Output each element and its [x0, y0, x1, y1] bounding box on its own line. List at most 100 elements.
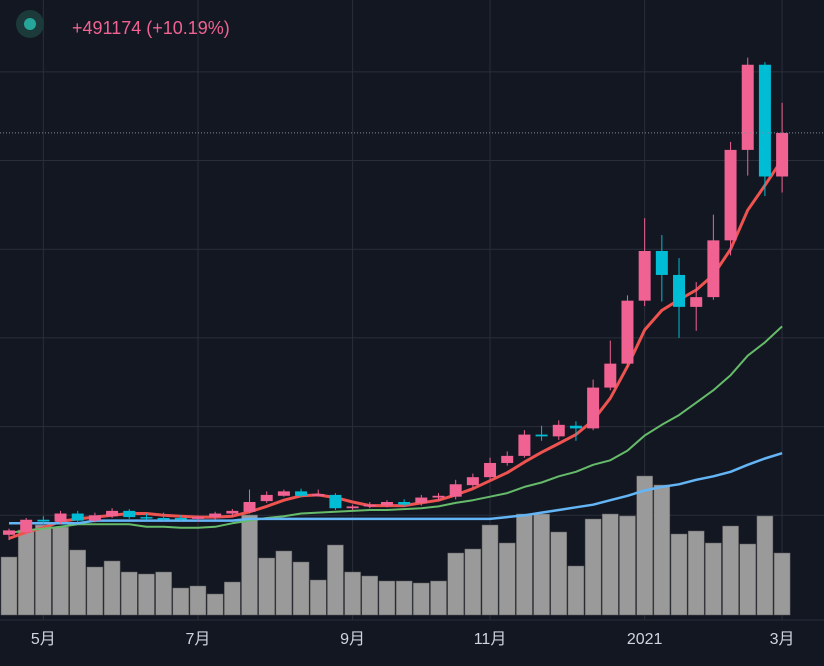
candle-body: [569, 425, 582, 429]
volume-bar: [550, 531, 568, 616]
candle-body: [54, 513, 67, 522]
candle-body: [20, 519, 33, 533]
ma-line: [8, 325, 783, 534]
candle-body: [380, 502, 393, 506]
volume-bar: [378, 580, 396, 616]
candle-body: [312, 494, 325, 496]
candle-body: [535, 434, 548, 437]
candle-body: [724, 149, 737, 241]
volume-bar: [292, 561, 310, 616]
candle-body: [346, 506, 359, 509]
candle-body: [758, 64, 771, 177]
candle-body: [466, 477, 479, 486]
candle-body: [655, 251, 668, 275]
candle-body: [638, 251, 651, 301]
x-tick-label: 2021: [627, 631, 663, 648]
candle-body: [329, 494, 342, 509]
volume-bar: [121, 571, 138, 616]
volume-bar: [722, 525, 739, 616]
candle-body: [363, 504, 376, 507]
candle-body: [140, 517, 153, 519]
volume-bar: [567, 565, 585, 616]
volume-bar: [395, 580, 413, 616]
candle-body: [226, 510, 239, 514]
candle-body: [3, 530, 15, 535]
x-tick-label: 5月: [31, 631, 56, 648]
volume-bar: [361, 575, 379, 616]
volume-bar: [739, 543, 756, 616]
volume-bar: [309, 579, 327, 616]
candle-body: [707, 240, 720, 298]
candle-body: [449, 484, 462, 497]
volume-bar: [533, 513, 550, 616]
candle-body: [157, 517, 170, 520]
volume-bar: [464, 548, 482, 616]
volume-bar: [773, 552, 791, 616]
volume-bar: [206, 593, 224, 616]
volume-bar: [275, 550, 293, 616]
volume-bar: [103, 560, 121, 616]
volume-bar: [344, 571, 361, 616]
candle-body: [174, 517, 187, 520]
volume-bar: [258, 557, 275, 616]
candle-body: [191, 517, 204, 519]
volume-bar: [0, 556, 18, 616]
volume-bar: [172, 587, 190, 616]
candle-body: [741, 64, 754, 150]
moving-averages: [8, 158, 784, 540]
candle-body: [243, 502, 256, 512]
volume-bar: [481, 524, 499, 616]
candle-body: [123, 510, 136, 518]
volume-bar: [756, 515, 774, 616]
volume-bar: [35, 524, 52, 616]
candle-body: [432, 495, 445, 498]
volume-bar: [636, 475, 653, 616]
candles: [0, 57, 824, 541]
volume-bar: [498, 542, 516, 616]
volume-bar: [17, 529, 35, 616]
volume-bar: [653, 484, 671, 616]
candle-body: [587, 387, 600, 429]
candle-body: [277, 491, 290, 496]
volume-bar: [189, 585, 207, 616]
volume-bar: [86, 566, 104, 616]
candle-body: [484, 462, 497, 478]
candle-body: [621, 300, 634, 364]
candle-body: [209, 513, 222, 518]
candle-body: [673, 274, 686, 307]
volume-bar: [602, 513, 619, 616]
volume: [0, 475, 791, 616]
volume-bar: [241, 514, 258, 616]
x-tick-label: 7月: [186, 631, 211, 648]
x-tick-label: 3月: [770, 631, 795, 648]
candle-body: [398, 502, 411, 505]
volume-bar: [619, 515, 636, 616]
candle-body: [295, 491, 308, 496]
candle-body: [604, 363, 617, 388]
x-tick-label: 11月: [474, 631, 507, 648]
x-axis: 5月 7月 9月 11月 2021 3月: [31, 631, 795, 648]
candle-body: [88, 515, 101, 521]
ma-line: [9, 452, 783, 525]
status-dot: [24, 18, 36, 30]
candle-body: [501, 455, 514, 463]
volume-bar: [52, 526, 69, 616]
volume-bar: [670, 533, 688, 616]
ma-line: [8, 158, 784, 540]
volume-bar: [224, 581, 241, 616]
candle-body: [552, 424, 565, 437]
candle-body: [776, 132, 789, 177]
candle-body: [415, 497, 428, 503]
volume-bar: [687, 530, 705, 616]
volume-bar: [516, 513, 533, 616]
candle-body: [37, 519, 50, 522]
volume-bar: [413, 582, 430, 616]
candle-body: [518, 434, 531, 456]
volume-bar: [584, 518, 602, 616]
volume-bar: [430, 580, 447, 616]
candle-body: [690, 297, 703, 307]
volume-bar: [705, 542, 722, 616]
volume-bar: [69, 549, 86, 616]
volume-bar: [447, 552, 464, 616]
